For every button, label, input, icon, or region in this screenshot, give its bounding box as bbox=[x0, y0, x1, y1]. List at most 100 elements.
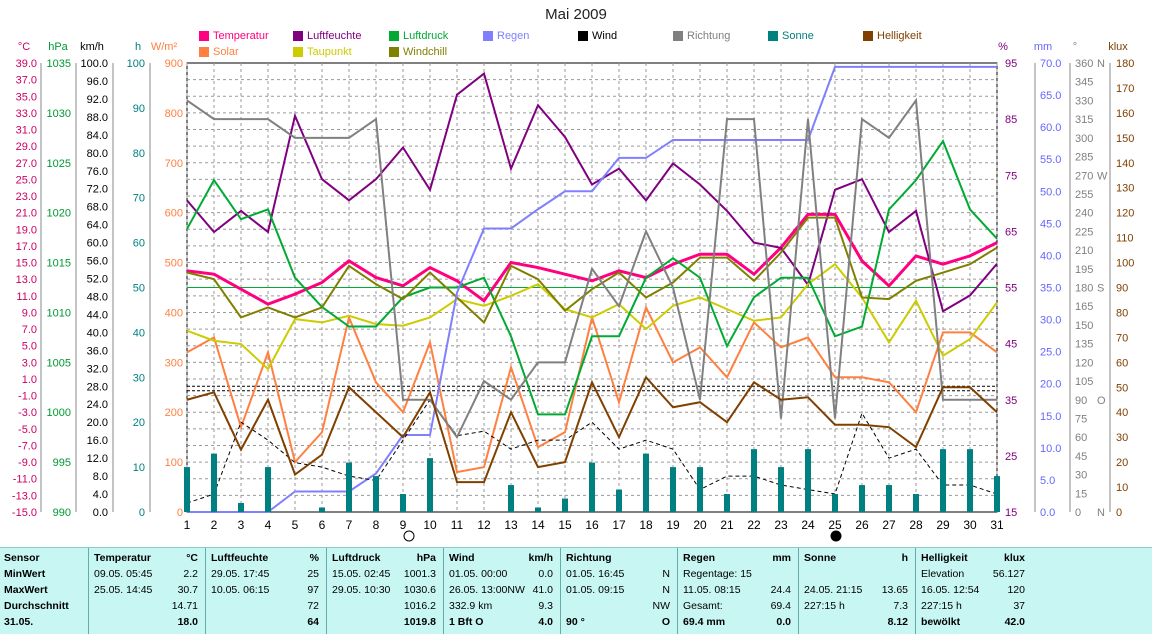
stats-header: Richtung bbox=[566, 552, 670, 566]
stats-row: 01.05. 16:45 N bbox=[566, 568, 670, 582]
x-tick-label: 13 bbox=[504, 518, 518, 532]
legend-swatch bbox=[293, 47, 303, 57]
direction-label: N bbox=[1097, 58, 1105, 70]
stats-value: 37 bbox=[1013, 600, 1025, 612]
y-tick-label-right: 55 bbox=[1005, 283, 1017, 295]
sonne-bar bbox=[400, 494, 406, 512]
stats-label: 01.05. 16:45 bbox=[566, 568, 625, 580]
new-moon-icon bbox=[830, 530, 842, 542]
y-tick-label-right: 50 bbox=[1116, 382, 1128, 394]
stats-header: Luftfeuchte% bbox=[211, 552, 319, 566]
stats-row bbox=[804, 568, 908, 582]
y-tick-label-left: 9.0 bbox=[22, 307, 37, 319]
stats-row-label: MaxWert bbox=[4, 584, 48, 596]
y-tick-label-right: 300 bbox=[1075, 133, 1093, 145]
divider bbox=[677, 548, 678, 634]
y-tick-label-right: 160 bbox=[1116, 108, 1134, 120]
y-tick-label-left: 16.0 bbox=[87, 435, 108, 447]
stats-value: 8.12 bbox=[887, 616, 908, 628]
y-tick-label-left: 88.0 bbox=[87, 112, 108, 124]
stats-value: 9.3 bbox=[538, 600, 553, 612]
stats-row: 72 bbox=[211, 600, 319, 614]
sonne-bar bbox=[832, 494, 838, 512]
stats-title: Luftfeuchte bbox=[211, 552, 269, 564]
sonne-bar bbox=[913, 494, 919, 512]
y-tick-label-left: 33.0 bbox=[16, 108, 37, 120]
sonne-bar bbox=[670, 467, 676, 512]
y-tick-label-left: 0 bbox=[139, 507, 145, 519]
y-tick-label-right: 5.0 bbox=[1040, 475, 1055, 487]
legend-item-helligkeit: Helligkeit bbox=[863, 30, 922, 42]
y-tick-label-right: 195 bbox=[1075, 264, 1093, 276]
legend-swatch bbox=[199, 47, 209, 57]
y-tick-label-left: 70 bbox=[133, 193, 145, 205]
stats-header: Sonne h bbox=[804, 552, 908, 566]
y-tick-label-left: 21.0 bbox=[16, 208, 37, 220]
sonne-bar bbox=[778, 467, 784, 512]
y-tick-label-left: 0 bbox=[177, 507, 183, 519]
stats-label: 332.9 km bbox=[449, 600, 493, 612]
x-tick-label: 3 bbox=[238, 518, 245, 532]
sonne-bar bbox=[994, 476, 1000, 512]
y-tick-label-left: 80 bbox=[133, 148, 145, 160]
sonne-bar bbox=[643, 453, 649, 512]
stats-value: 1016.2 bbox=[403, 600, 436, 612]
series-line-regen bbox=[187, 65, 997, 513]
y-tick-label-right: 30.0 bbox=[1040, 315, 1061, 327]
y-tick-label-left: -5.0 bbox=[18, 424, 37, 436]
legend-label: Richtung bbox=[687, 30, 731, 42]
stats-value: 4.0 bbox=[538, 616, 553, 628]
axis-unit-left: °C bbox=[18, 41, 30, 53]
y-tick-label-right: 210 bbox=[1075, 245, 1093, 257]
stats-row: 29.05. 17:45 25 bbox=[211, 568, 319, 582]
stats-value: 42.0 bbox=[1004, 616, 1025, 628]
legend-label: Windchill bbox=[403, 46, 448, 58]
y-tick-label-right: 35 bbox=[1005, 395, 1017, 407]
x-tick-label: 4 bbox=[265, 518, 272, 532]
y-tick-label-left: -15.0 bbox=[12, 507, 37, 519]
stats-row: NW bbox=[566, 600, 671, 614]
axis-unit-right: % bbox=[998, 41, 1008, 53]
stats-row: 15.05. 02:45 1001.3 bbox=[332, 568, 436, 582]
stats-value: 69.4 bbox=[770, 600, 791, 612]
y-tick-label-left: 1030 bbox=[47, 108, 71, 120]
x-tick-label: 5 bbox=[292, 518, 299, 532]
sonne-bar bbox=[427, 458, 433, 512]
y-tick-label-left: 20 bbox=[133, 417, 145, 429]
stats-row: 01.05. 09:15 N bbox=[566, 584, 670, 598]
y-tick-label-right: 315 bbox=[1075, 114, 1093, 126]
stats-row-label: Durchschnitt bbox=[4, 600, 69, 612]
stats-title: Richtung bbox=[566, 552, 612, 564]
stats-title: Wind bbox=[449, 552, 475, 564]
y-tick-label-right: 25 bbox=[1005, 451, 1017, 463]
x-tick-label: 9 bbox=[400, 518, 407, 532]
y-tick-label-right: 95 bbox=[1005, 58, 1017, 70]
y-tick-label-left: 200 bbox=[165, 407, 183, 419]
y-tick-label-left: -7.0 bbox=[18, 440, 37, 452]
y-tick-label-right: 70.0 bbox=[1040, 58, 1061, 70]
x-tick-label: 22 bbox=[747, 518, 761, 532]
sonne-bar bbox=[211, 453, 217, 512]
legend-item-sonne: Sonne bbox=[768, 30, 814, 42]
y-tick-label-left: -13.0 bbox=[12, 490, 37, 502]
y-tick-label-left: 84.0 bbox=[87, 130, 108, 142]
x-tick-label: 17 bbox=[612, 518, 626, 532]
y-tick-label-left: 500 bbox=[165, 258, 183, 270]
legend-item-windchill: Windchill bbox=[389, 46, 447, 58]
stats-label: 26.05. 13:00NW bbox=[449, 584, 525, 596]
sonne-bar bbox=[724, 494, 730, 512]
y-tick-label-right: 120 bbox=[1075, 357, 1093, 369]
series-line-richtung bbox=[186, 97, 997, 440]
stats-row: 18.0 bbox=[94, 616, 198, 630]
y-tick-label-left: 11.0 bbox=[16, 291, 37, 303]
axis-unit-right: mm bbox=[1034, 41, 1052, 53]
y-tick-label-left: 52.0 bbox=[87, 274, 108, 286]
stats-header: Sensor bbox=[4, 552, 40, 564]
x-tick-label: 25 bbox=[828, 518, 842, 532]
stats-value: 64 bbox=[307, 616, 319, 628]
stats-row: 1016.2 bbox=[332, 600, 436, 614]
stats-row: 8.12 bbox=[804, 616, 908, 630]
x-tick-label: 27 bbox=[882, 518, 896, 532]
y-tick-label-right: 285 bbox=[1075, 152, 1093, 164]
y-tick-label-right: 150 bbox=[1116, 133, 1134, 145]
